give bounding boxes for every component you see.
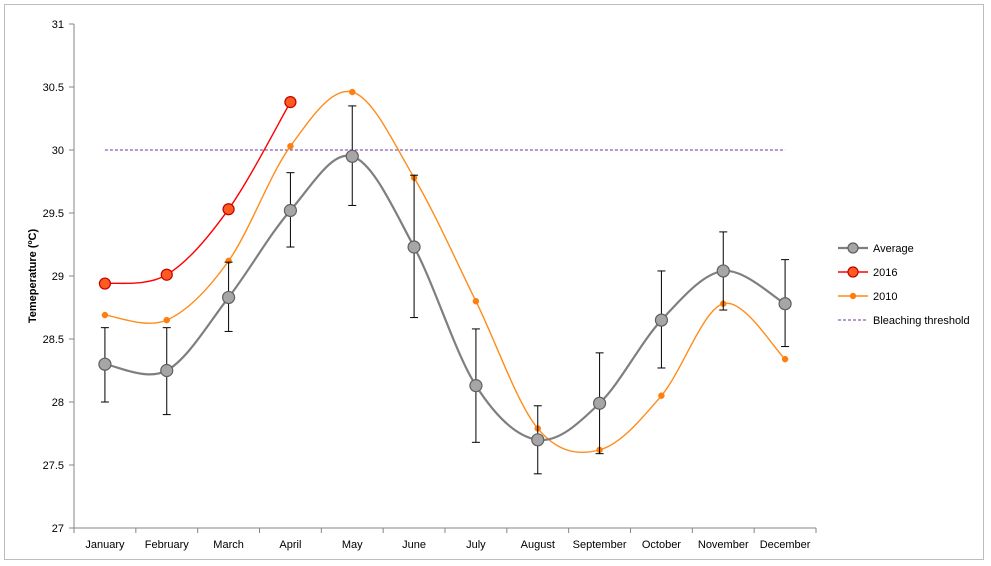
chart-frame xyxy=(4,4,984,560)
axes: 27 27.5 28 28.5 29 29.5 30 30.5 31 January Februar… xyxy=(43,19,817,551)
data-point-average xyxy=(221,290,236,305)
series-line-2016 xyxy=(104,101,292,285)
data-point-2010 xyxy=(781,355,789,363)
data-point-average xyxy=(160,363,174,378)
y-tick-label: 29 xyxy=(52,271,64,283)
x-tick-label: October xyxy=(642,539,681,551)
x-tick-label: September xyxy=(573,539,627,551)
data-point-2016 xyxy=(284,96,297,109)
series-2010 xyxy=(101,88,789,454)
y-tick-label: 28 xyxy=(52,397,64,409)
data-point-average xyxy=(654,313,669,327)
y-tick-label: 30.5 xyxy=(43,82,64,94)
legend-label: 2016 xyxy=(873,267,897,279)
series-2016 xyxy=(98,96,297,290)
data-point-2010 xyxy=(163,316,170,324)
x-tick-label: June xyxy=(402,539,426,551)
y-axis-title: Temeperature (ºC) xyxy=(27,229,39,324)
data-point-2016 xyxy=(98,277,112,290)
x-tick-label: November xyxy=(698,539,749,551)
x-tick-label: July xyxy=(466,539,486,551)
x-tick-label: January xyxy=(85,539,125,551)
data-point-average xyxy=(592,396,607,410)
y-tick-label: 31 xyxy=(52,19,64,31)
series-line-2010 xyxy=(104,90,786,453)
x-tick-label: April xyxy=(279,539,301,551)
x-tick-label: March xyxy=(213,539,244,551)
data-point-average xyxy=(283,203,298,218)
legend-label: Bleaching threshold xyxy=(873,315,970,327)
data-point-2010 xyxy=(349,88,356,96)
x-tick-label: August xyxy=(521,539,555,551)
y-tick-label: 29.5 xyxy=(43,208,64,220)
data-point-2016 xyxy=(222,203,235,216)
x-tick-label: February xyxy=(145,539,190,551)
series-layer xyxy=(98,88,792,475)
legend: Average 2016 2010 Bleaching threshold xyxy=(838,242,970,327)
data-point-2016 xyxy=(160,268,173,281)
x-tick-label: December xyxy=(760,539,811,551)
data-point-average xyxy=(778,297,792,311)
data-point-average xyxy=(469,379,483,393)
data-point-2010 xyxy=(287,142,294,150)
legend-item-average: Average xyxy=(838,242,914,255)
x-tick-label: May xyxy=(342,539,363,551)
series-average xyxy=(98,105,792,475)
legend-item-bleaching-threshold: Bleaching threshold xyxy=(838,315,970,327)
data-point-2010 xyxy=(472,297,480,305)
data-point-average xyxy=(531,433,545,447)
y-tick-label: 30 xyxy=(52,145,64,157)
y-tick-label: 27.5 xyxy=(43,460,64,472)
data-point-average xyxy=(407,240,421,254)
data-point-2010 xyxy=(101,311,109,319)
y-tick-label: 28.5 xyxy=(43,334,64,346)
legend-item-2016: 2016 xyxy=(838,266,897,279)
legend-label: Average xyxy=(873,243,914,255)
data-point-average xyxy=(716,264,730,278)
y-tick-label: 27 xyxy=(52,523,64,535)
legend-label: 2010 xyxy=(873,291,897,303)
data-point-average xyxy=(345,149,359,163)
series-line-average xyxy=(104,154,786,442)
data-point-average xyxy=(98,357,112,371)
legend-item-2010: 2010 xyxy=(838,291,897,303)
data-point-2010 xyxy=(658,392,665,399)
